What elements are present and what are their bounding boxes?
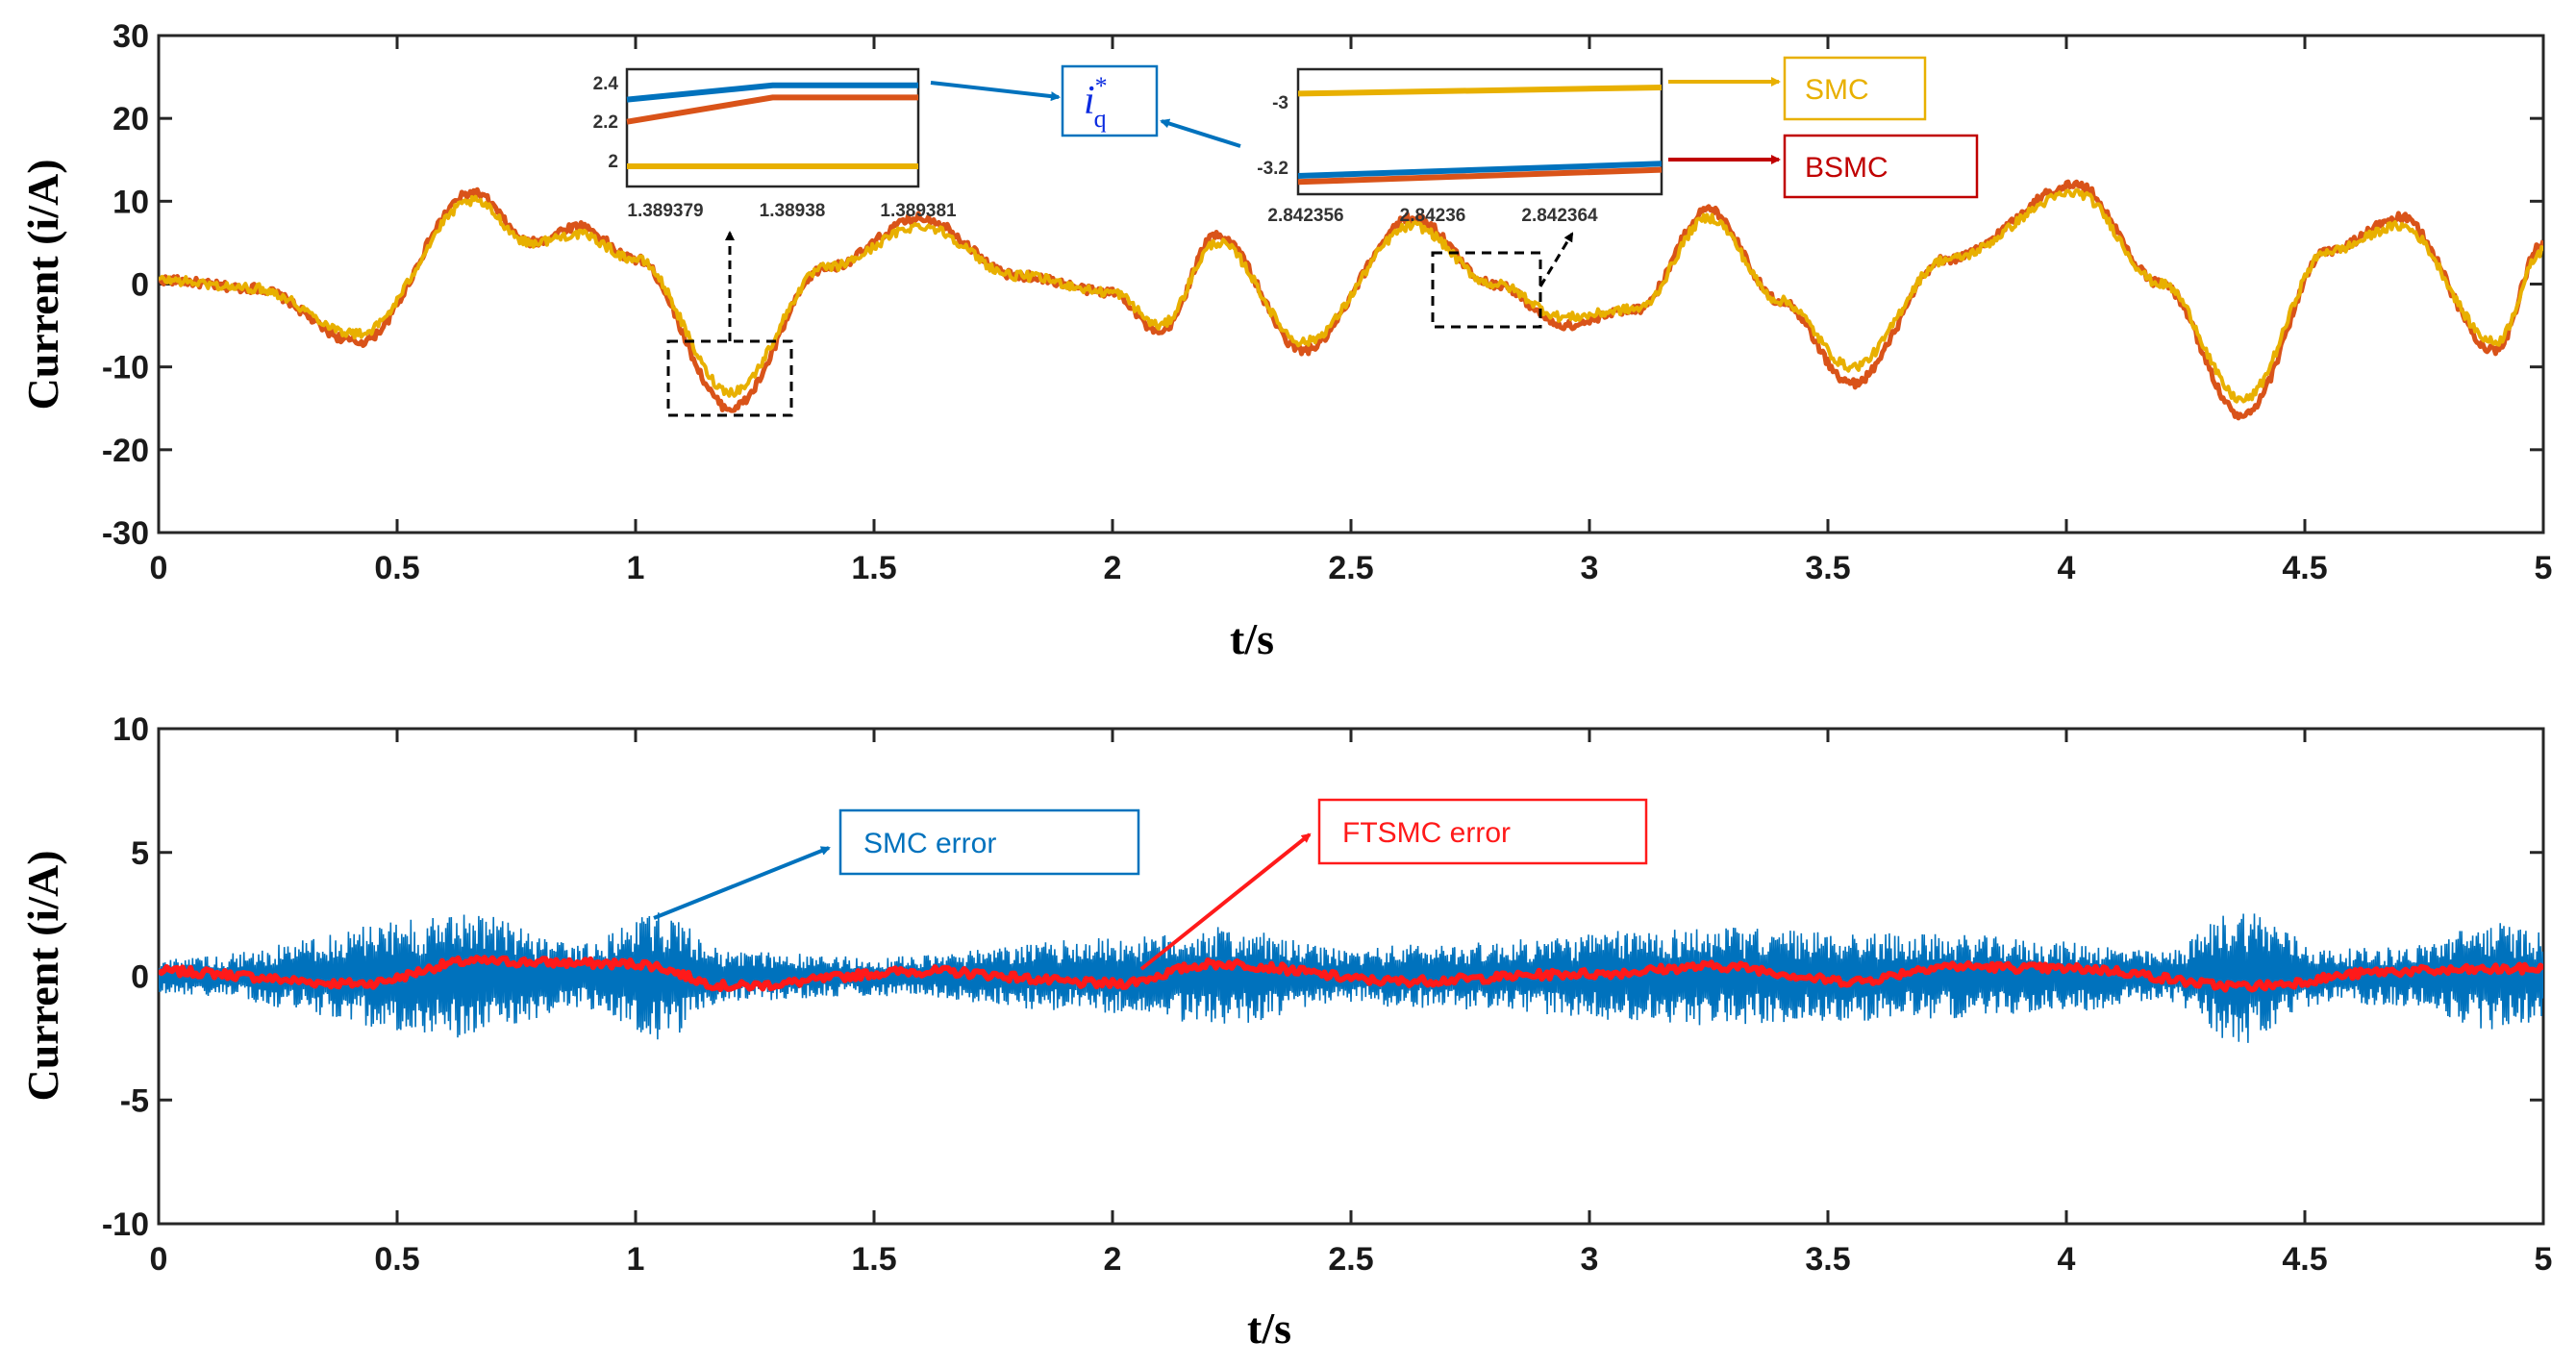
bottom-ytick-label: -5 — [120, 1082, 149, 1119]
inset-chart-1: 2.4 2.2 2 1.389379 1.38938 1.389381 — [593, 67, 957, 221]
bottom-xtick-label: 0.5 — [374, 1241, 419, 1278]
top-ytick-label: 30 — [113, 18, 149, 55]
bottom-xtick-label: 3.5 — [1805, 1241, 1850, 1278]
smc-legend-label: SMC — [1805, 74, 1869, 106]
inset1-xtick: 1.38938 — [760, 201, 826, 221]
bottom-ticks: 0 0.5 1 1.5 2 2.5 3 3.5 4 4.5 5 10 5 0 -5 -10 — [102, 711, 2553, 1278]
bottom-x-axis-label: t/s — [1247, 1304, 1291, 1353]
inset2-ytick: -3 — [1272, 93, 1288, 113]
bottom-xtick-label: 5 — [2535, 1241, 2553, 1278]
ftsmc-error-label: FTSMC error — [1342, 817, 1511, 849]
inset2-series-iq-line — [1297, 161, 1663, 179]
zoom-arrow-2 — [1538, 232, 1574, 287]
top-xtick-label: 1 — [627, 550, 645, 586]
bottom-series-group — [159, 912, 2543, 1043]
top-xtick-label: 3 — [1581, 550, 1599, 586]
top-xtick-label: 4 — [2058, 550, 2076, 586]
inset2-series-bsmc-line — [1297, 166, 1663, 186]
bsmc-legend-label: BSMC — [1805, 152, 1888, 184]
top-ytick-label: -20 — [102, 433, 149, 469]
ftsmc-error-arrow — [1139, 833, 1312, 971]
bottom-xtick-label: 0 — [150, 1241, 168, 1278]
bottom-xtick-label: 2.5 — [1328, 1241, 1373, 1278]
bottom-series-smc-error-line — [159, 912, 2543, 1043]
top-y-axis-label: Current (i/A) — [18, 159, 67, 410]
inset2-ytick: -3.2 — [1257, 159, 1288, 179]
bottom-ytick-label: 0 — [131, 959, 149, 996]
smc-error-arrow — [653, 846, 831, 920]
top-xtick-label: 0 — [150, 550, 168, 586]
top-ytick-label: 0 — [131, 267, 149, 304]
top-xtick-label: 2.5 — [1328, 550, 1373, 586]
bottom-xtick-label: 4 — [2058, 1241, 2076, 1278]
iq-ref-legend: i* q — [1061, 64, 1159, 137]
top-ytick-label: 20 — [113, 101, 149, 137]
top-xtick-label: 1.5 — [851, 550, 896, 586]
bottom-y-axis-label: Current (i/A) — [18, 850, 67, 1101]
top-ticks: 0 0.5 1 1.5 2 2.5 3 3.5 4 4.5 5 30 20 10 0 -10 -20 -30 — [102, 18, 2553, 586]
inset1-ytick: 2.2 — [593, 112, 618, 133]
top-xtick-label: 2 — [1104, 550, 1122, 586]
iq-arrow-inset2 — [1160, 118, 1241, 148]
top-ytick-label: -10 — [102, 350, 149, 386]
inset1-series-bsmc-line — [626, 94, 918, 125]
bottom-ytick-label: 10 — [113, 711, 149, 748]
bottom-series-ftsmc-error-line — [159, 955, 2543, 993]
top-xtick-label: 3.5 — [1805, 550, 1850, 586]
inset2-xtick: 2.842364 — [1521, 206, 1598, 226]
top-series-group — [159, 179, 2543, 421]
smc-legend-box — [1783, 56, 1927, 121]
ftsmc-error-box — [1317, 798, 1648, 865]
top-chart: 0 0.5 1 1.5 2 2.5 3 3.5 4 4.5 5 30 20 10 0 -10 -20 -30 Cu… — [18, 18, 2552, 663]
top-series-smc-line — [159, 187, 2543, 404]
top-xtick-label: 4.5 — [2282, 550, 2327, 586]
bottom-xtick-label: 2 — [1104, 1241, 1122, 1278]
inset1-xtick: 1.389379 — [627, 201, 703, 221]
smc-error-box — [838, 808, 1140, 876]
inset1-ytick: 2.4 — [593, 74, 619, 94]
zoom-box-2 — [1431, 251, 1542, 329]
inset1-series-iq-line — [626, 82, 918, 103]
inset1-xtick: 1.389381 — [880, 201, 957, 221]
smc-error-label: SMC error — [863, 828, 996, 859]
inset2-series-group — [1297, 85, 1663, 186]
bottom-ytick-label: -10 — [102, 1206, 149, 1243]
inset1-ytick: 2 — [608, 152, 618, 172]
bottom-xtick-label: 4.5 — [2282, 1241, 2327, 1278]
inset2-xtick: 2.84236 — [1400, 206, 1466, 226]
inset2-series-smc-line — [1297, 85, 1663, 97]
top-ytick-label: 10 — [113, 184, 149, 220]
inset-chart-2: -3 -3.2 2.842356 2.84236 2.842364 — [1257, 67, 1663, 226]
top-xtick-label: 0.5 — [374, 550, 419, 586]
top-x-axis-label: t/s — [1230, 614, 1274, 663]
inset2-xtick: 2.842356 — [1267, 206, 1343, 226]
iq-arrow-inset1 — [930, 81, 1061, 102]
top-xtick-label: 5 — [2535, 550, 2553, 586]
bsmc-legend-box — [1783, 134, 1979, 199]
bottom-xtick-label: 1 — [627, 1241, 645, 1278]
bottom-xtick-label: 1.5 — [851, 1241, 896, 1278]
iq-ref-box — [1061, 64, 1159, 137]
bottom-xtick-label: 3 — [1581, 1241, 1599, 1278]
bottom-ytick-label: 5 — [131, 835, 149, 872]
iq-ref-label: i* q — [1084, 72, 1108, 133]
top-ytick-label: -30 — [102, 515, 149, 552]
inset1-series-group — [626, 82, 918, 169]
bottom-chart: 0 0.5 1 1.5 2 2.5 3 3.5 4 4.5 5 10 5 0 -5 -10 Current (… — [18, 711, 2552, 1353]
